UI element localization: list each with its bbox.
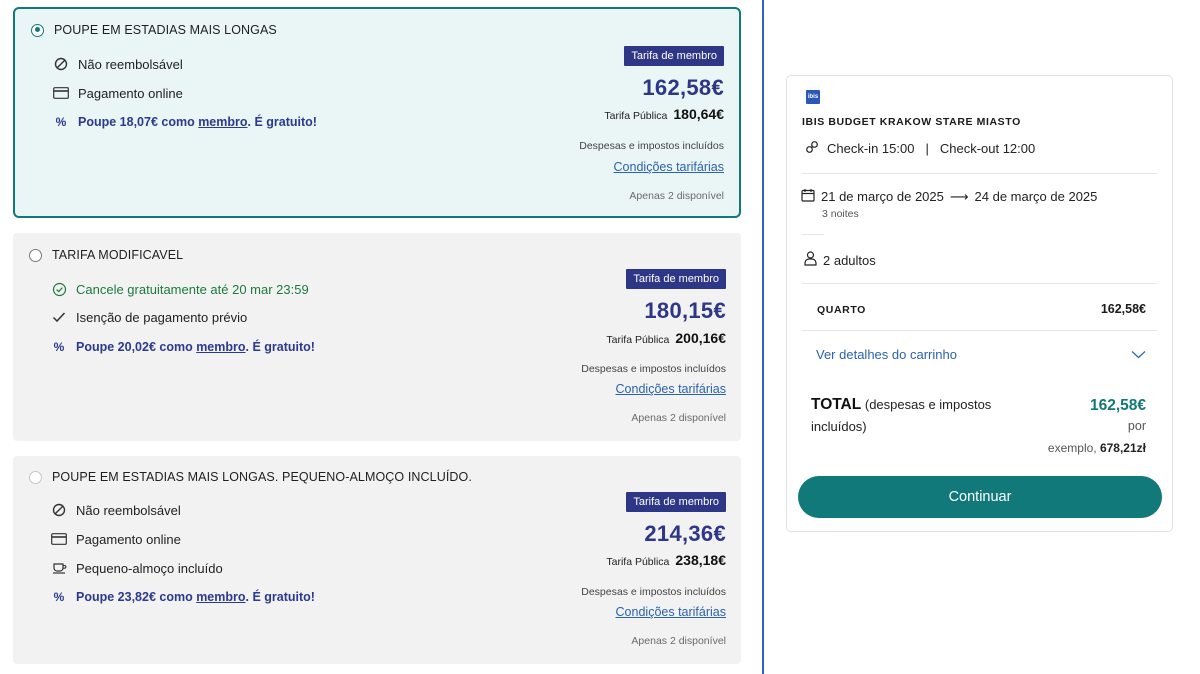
public-price: 238,18€	[675, 552, 726, 568]
rate-option-3[interactable]: POUPE EM ESTADIAS MAIS LONGAS. PEQUENO-A…	[13, 456, 741, 664]
percent-icon: %	[53, 590, 65, 604]
divider	[802, 283, 1157, 284]
divider	[802, 173, 1157, 174]
member-price: 214,36€	[644, 521, 726, 546]
feature-online-payment: Pagamento online	[51, 531, 181, 547]
total-price: 162,58€	[1089, 397, 1146, 414]
feature-breakfast-included: Pequeno-almoço incluído	[51, 560, 223, 576]
column-divider	[762, 0, 764, 674]
rate-conditions-link[interactable]: Condições tarifárias	[615, 382, 726, 396]
hotel-brand-logo: ibis	[806, 90, 820, 104]
radio-unselected-icon[interactable]	[29, 470, 42, 484]
member-link[interactable]: membro	[196, 590, 246, 604]
divider	[802, 330, 1157, 331]
member-link[interactable]: membro	[198, 115, 248, 129]
rate-option-header[interactable]: POUPE EM ESTADIAS MAIS LONGAS. PEQUENO-A…	[29, 470, 472, 484]
arrow-right-icon: ⟶	[949, 188, 969, 204]
key-link-icon	[805, 140, 819, 157]
member-link[interactable]: membro	[196, 340, 246, 354]
feature-not-refundable: Não reembolsável	[53, 56, 183, 72]
rate-title: POUPE EM ESTADIAS MAIS LONGAS. PEQUENO-A…	[52, 470, 472, 484]
member-price: 180,15€	[644, 298, 726, 323]
checkin-times: Check-in 15:00 | Check-out 12:00	[805, 140, 1035, 157]
person-icon	[804, 251, 817, 269]
rate-title: POUPE EM ESTADIAS MAIS LONGAS	[54, 23, 277, 37]
rate-conditions-link[interactable]: Condições tarifárias	[615, 605, 726, 619]
member-rate-badge: Tarifa de membro	[626, 269, 726, 289]
not-refundable-icon	[53, 56, 69, 72]
member-savings: % Poupe 20,02€ como membro. É gratuito!	[51, 339, 315, 355]
member-rate-badge: Tarifa de membro	[624, 46, 724, 66]
availability-note: Apenas 2 disponível	[631, 412, 726, 424]
booking-summary: ibis IBIS BUDGET KRAKOW STARE MIASTO Che…	[786, 75, 1173, 532]
rate-option-2[interactable]: TARIFA MODIFICAVEL Cancele gratuitamente…	[13, 233, 741, 441]
radio-selected-icon[interactable]	[31, 23, 44, 37]
public-rate: Tarifa Pública 238,18€	[606, 552, 726, 568]
room-price: 162,58€	[1100, 302, 1146, 316]
public-rate: Tarifa Pública 200,16€	[606, 330, 726, 346]
radio-unselected-icon[interactable]	[29, 248, 42, 262]
checkmark-icon	[51, 309, 67, 325]
rate-option-1[interactable]: POUPE EM ESTADIAS MAIS LONGAS Não reembo…	[13, 7, 741, 218]
hotel-name: IBIS BUDGET KRAKOW STARE MIASTO	[802, 116, 1021, 128]
public-price: 200,16€	[675, 330, 726, 346]
feature-online-payment: Pagamento online	[53, 85, 183, 101]
rate-conditions-link[interactable]: Condições tarifárias	[613, 160, 724, 174]
rate-option-header[interactable]: TARIFA MODIFICAVEL	[29, 248, 183, 262]
public-price: 180,64€	[673, 106, 724, 122]
feature-free-cancellation: Cancele gratuitamente até 20 mar 23:59	[51, 281, 309, 297]
taxes-note: Despesas e impostos incluídos	[581, 586, 726, 598]
member-price: 162,58€	[642, 75, 724, 100]
member-savings: % Poupe 23,82€ como membro. É gratuito!	[51, 589, 315, 605]
percent-icon: %	[53, 340, 65, 354]
room-label: QUARTO	[817, 304, 866, 316]
credit-card-icon	[51, 531, 67, 547]
per-label: por	[1127, 419, 1146, 433]
feature-not-refundable: Não reembolsável	[51, 502, 181, 518]
nights-count: 3 noites	[822, 208, 859, 220]
percent-icon: %	[55, 115, 67, 129]
coffee-cup-icon	[51, 560, 67, 576]
guests: 2 adultos	[804, 251, 876, 269]
not-refundable-icon	[51, 502, 67, 518]
taxes-note: Despesas e impostos incluídos	[579, 140, 724, 152]
feature-no-prepayment: Isenção de pagamento prévio	[51, 309, 247, 325]
chevron-down-icon[interactable]	[1131, 346, 1146, 364]
currency-example: exemplo, 678,21zł	[1047, 441, 1146, 455]
cart-details-toggle[interactable]: Ver detalhes do carrinho	[816, 347, 957, 362]
continue-button[interactable]: Continuar	[798, 476, 1162, 518]
rate-option-header[interactable]: POUPE EM ESTADIAS MAIS LONGAS	[31, 23, 277, 37]
total-label: TOTAL (despesas e impostos incluídos)	[811, 396, 992, 434]
calendar-icon	[801, 188, 815, 205]
stay-dates: 21 de março de 2025 ⟶ 24 de março de 202…	[801, 188, 1097, 205]
public-rate: Tarifa Pública 180,64€	[604, 106, 724, 122]
member-savings: % Poupe 18,07€ como membro. É gratuito!	[53, 114, 317, 130]
rate-title: TARIFA MODIFICAVEL	[52, 248, 184, 262]
divider	[802, 234, 824, 235]
member-rate-badge: Tarifa de membro	[626, 492, 726, 512]
availability-note: Apenas 2 disponível	[631, 635, 726, 647]
credit-card-icon	[53, 85, 69, 101]
rate-list: POUPE EM ESTADIAS MAIS LONGAS Não reembo…	[13, 7, 741, 664]
check-circle-icon	[51, 281, 67, 297]
availability-note: Apenas 2 disponível	[629, 190, 724, 202]
taxes-note: Despesas e impostos incluídos	[581, 363, 726, 375]
